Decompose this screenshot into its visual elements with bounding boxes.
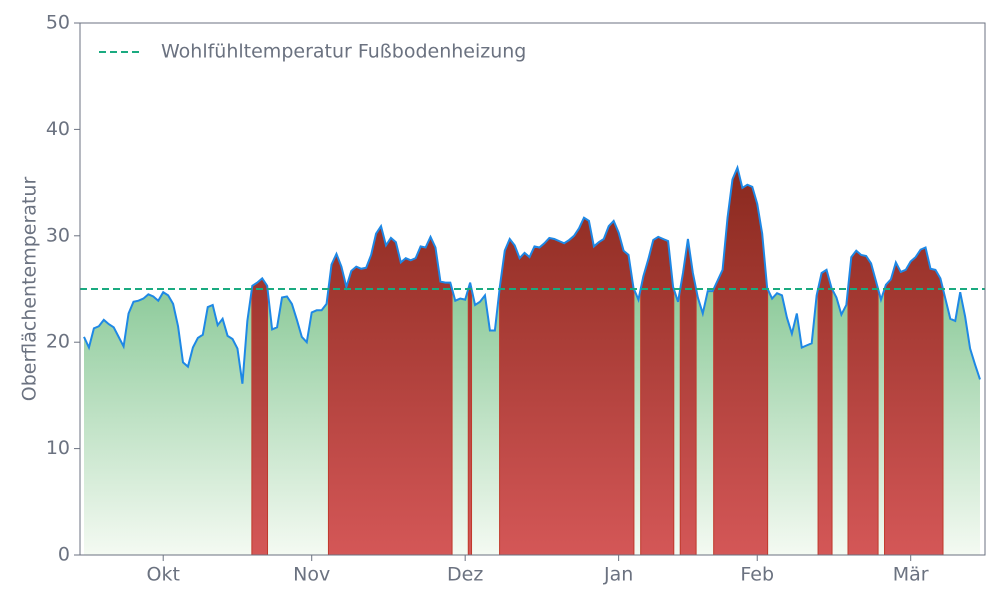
x-tick-label: Jan xyxy=(603,564,633,586)
y-tick-label: 40 xyxy=(46,118,70,140)
above-threshold-fill xyxy=(817,269,833,556)
above-threshold-fill xyxy=(327,225,453,556)
above-threshold-fill xyxy=(251,277,269,556)
y-tick-label: 10 xyxy=(46,437,70,459)
x-tick-label: Mär xyxy=(893,564,929,586)
y-tick-label: 50 xyxy=(46,12,70,34)
plot-frame xyxy=(79,22,986,556)
x-tick-label: Nov xyxy=(293,564,330,586)
x-tick-label: Feb xyxy=(740,564,774,586)
above-threshold-fill xyxy=(713,166,769,556)
above-threshold-fill xyxy=(679,238,697,556)
y-tick-label: 20 xyxy=(46,331,70,353)
above-threshold-fill xyxy=(640,236,675,556)
above-threshold-fill xyxy=(467,282,473,556)
above-threshold-fill xyxy=(847,249,879,556)
x-tick-label: Dez xyxy=(447,564,483,586)
y-tick-label: 30 xyxy=(46,224,70,246)
x-tick-label: Okt xyxy=(146,564,179,586)
legend-label: Wohlfühltemperatur Fußbodenheizung xyxy=(161,41,526,63)
line xyxy=(83,164,981,384)
y-axis-label: Oberflächentemperatur xyxy=(19,177,41,402)
y-tick-label: 0 xyxy=(58,544,70,566)
above-threshold-fill xyxy=(884,246,944,556)
above-threshold-fill xyxy=(499,216,635,556)
